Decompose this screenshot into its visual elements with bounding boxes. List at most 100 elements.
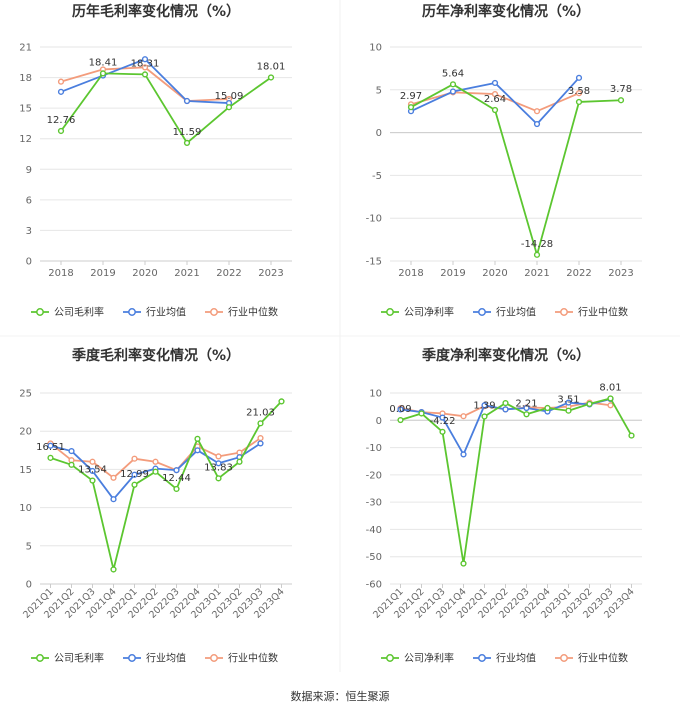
legend-swatch-marker [386, 654, 394, 662]
data-point[interactable] [57, 88, 65, 95]
data-point[interactable] [194, 435, 201, 442]
legend-item-2[interactable]: 行业中位数 [555, 652, 628, 665]
data-point[interactable] [491, 106, 499, 114]
data-label: 3.58 [568, 86, 590, 97]
data-point[interactable] [131, 471, 138, 478]
data-point[interactable] [194, 447, 201, 454]
data-point[interactable] [173, 485, 180, 493]
data-point[interactable] [131, 481, 138, 488]
data-point[interactable] [141, 56, 149, 63]
data-point[interactable] [565, 407, 572, 414]
data-point[interactable] [173, 467, 180, 474]
legend-item-1[interactable]: 行业均值 [473, 652, 536, 665]
data-point[interactable] [267, 74, 275, 81]
data-point[interactable] [575, 90, 583, 97]
data-label: 18.31 [131, 58, 160, 69]
data-point[interactable] [491, 79, 499, 87]
legend-item-2[interactable]: 行业中位数 [205, 306, 278, 319]
y-tick-label: 0 [26, 257, 32, 268]
data-point[interactable] [141, 64, 149, 71]
data-point[interactable] [141, 71, 149, 78]
data-point[interactable] [110, 496, 117, 503]
data-point[interactable] [397, 406, 404, 413]
data-point[interactable] [183, 97, 191, 105]
data-point[interactable] [215, 453, 222, 460]
data-point[interactable] [110, 474, 117, 481]
data-point[interactable] [278, 398, 285, 405]
data-point[interactable] [491, 90, 499, 98]
data-point[interactable] [236, 458, 243, 465]
x-tick-label: 2018 [398, 268, 423, 279]
data-point[interactable] [257, 434, 264, 442]
data-point[interactable] [449, 88, 457, 95]
data-point[interactable] [57, 78, 65, 85]
data-point[interactable] [565, 399, 572, 406]
data-point[interactable] [628, 432, 635, 439]
data-point[interactable] [460, 413, 467, 420]
data-point[interactable] [47, 442, 54, 449]
data-point[interactable] [89, 467, 96, 475]
data-point[interactable] [586, 400, 593, 408]
data-point[interactable] [225, 104, 233, 111]
data-point[interactable] [533, 251, 541, 258]
x-tick-label: 2018 [48, 268, 73, 279]
y-tick-label: -15 [366, 257, 382, 268]
legend-item-2[interactable]: 行业中位数 [205, 652, 278, 665]
data-point[interactable] [460, 451, 467, 458]
data-point[interactable] [152, 468, 159, 475]
data-point[interactable] [439, 414, 446, 421]
data-point[interactable] [407, 104, 415, 111]
y-tick-label: 15 [19, 104, 32, 115]
legend-item-1[interactable]: 行业均值 [473, 306, 536, 319]
data-point[interactable] [68, 461, 75, 468]
legend-item-0[interactable]: 公司净利率 [381, 652, 454, 665]
data-point[interactable] [481, 413, 488, 420]
data-point[interactable] [523, 404, 530, 412]
data-point[interactable] [418, 410, 425, 417]
data-point[interactable] [183, 139, 191, 146]
legend-item-2[interactable]: 行业中位数 [555, 306, 628, 319]
data-point[interactable] [99, 70, 107, 77]
legend-label: 行业中位数 [228, 652, 278, 665]
data-point[interactable] [439, 428, 446, 435]
data-point[interactable] [215, 475, 222, 482]
data-point[interactable] [617, 97, 625, 104]
data-point[interactable] [131, 455, 138, 462]
data-point[interactable] [502, 406, 509, 413]
y-tick-label: 9 [26, 165, 32, 176]
data-point[interactable] [607, 395, 614, 402]
x-tick-label: 2022 [216, 268, 241, 279]
data-label: 12.99 [120, 469, 149, 480]
data-point[interactable] [502, 399, 509, 407]
data-point[interactable] [460, 560, 467, 567]
data-point[interactable] [47, 454, 54, 461]
data-point[interactable] [215, 460, 222, 467]
data-point[interactable] [533, 108, 541, 115]
y-tick-label: 6 [26, 195, 32, 206]
data-point[interactable] [533, 120, 541, 128]
legend-item-0[interactable]: 公司毛利率 [31, 652, 104, 665]
data-point[interactable] [152, 458, 159, 465]
x-tick-label: 2021 [174, 268, 199, 279]
data-point[interactable] [257, 440, 264, 447]
legend-item-0[interactable]: 公司毛利率 [31, 306, 104, 319]
data-point[interactable] [607, 402, 614, 409]
data-point[interactable] [575, 98, 583, 106]
data-point[interactable] [575, 74, 583, 81]
data-point[interactable] [89, 458, 96, 465]
legend-item-1[interactable]: 行业均值 [123, 306, 186, 319]
data-point[interactable] [481, 402, 488, 409]
legend-item-1[interactable]: 行业均值 [123, 652, 186, 665]
data-point[interactable] [68, 447, 75, 455]
data-point[interactable] [449, 81, 457, 88]
legend-label: 行业均值 [146, 652, 186, 665]
data-point[interactable] [397, 416, 404, 424]
data-point[interactable] [523, 411, 530, 418]
data-point[interactable] [89, 477, 96, 484]
data-point[interactable] [257, 420, 264, 427]
data-point[interactable] [110, 566, 117, 573]
data-point[interactable] [57, 127, 65, 135]
data-label: -14.28 [521, 239, 553, 250]
legend-item-0[interactable]: 公司净利率 [381, 306, 454, 319]
data-point[interactable] [544, 404, 551, 412]
